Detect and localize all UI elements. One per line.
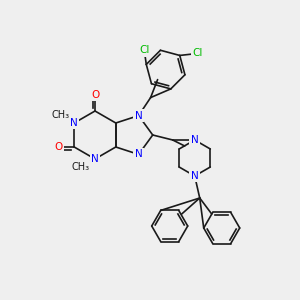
Text: CH₃: CH₃ bbox=[51, 110, 69, 120]
Text: O: O bbox=[54, 142, 62, 152]
Text: N: N bbox=[70, 118, 78, 128]
Text: N: N bbox=[135, 149, 142, 159]
Text: Cl: Cl bbox=[139, 45, 149, 56]
Text: CH₃: CH₃ bbox=[72, 162, 90, 172]
Text: N: N bbox=[91, 154, 99, 164]
Text: N: N bbox=[135, 111, 142, 121]
Text: N: N bbox=[191, 135, 199, 145]
Text: N: N bbox=[191, 171, 199, 181]
Text: Cl: Cl bbox=[193, 48, 203, 59]
Text: O: O bbox=[91, 90, 99, 100]
